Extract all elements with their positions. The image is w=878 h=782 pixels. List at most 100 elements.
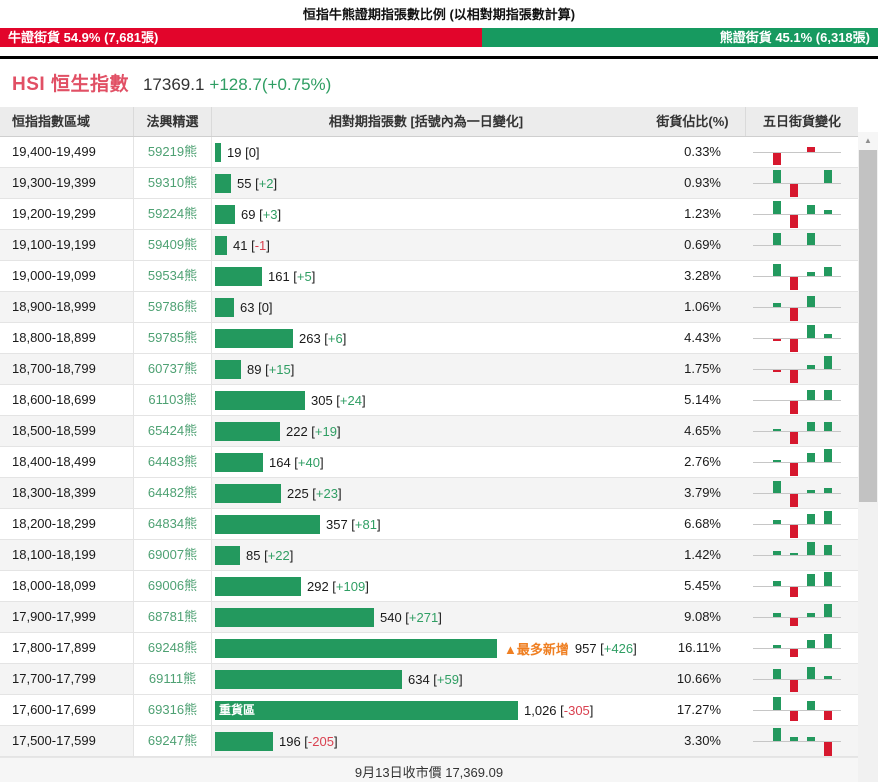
chart-baseline: [753, 338, 841, 339]
product-code-link[interactable]: 59409熊: [133, 230, 212, 260]
five-day-bar: [790, 401, 798, 414]
index-range-cell: 18,600-18,699: [12, 392, 96, 407]
product-code-link[interactable]: 59534熊: [133, 261, 212, 291]
product-code-link[interactable]: 69248熊: [133, 633, 212, 663]
index-range-cell: 17,600-17,699: [12, 702, 96, 717]
one-day-change: +59: [436, 671, 459, 687]
oi-bar: [215, 297, 234, 317]
product-code-link[interactable]: 69007熊: [133, 540, 212, 570]
five-day-chart: [745, 199, 858, 229]
chart-baseline: [753, 555, 841, 556]
five-day-chart: [745, 385, 858, 415]
oi-value-label: 634 [+59]: [408, 671, 463, 687]
oi-bar-cell: 19 [0]: [212, 137, 640, 167]
product-code-link[interactable]: 59310熊: [133, 168, 212, 198]
scroll-up-icon[interactable]: ▲: [858, 132, 878, 150]
product-code-link[interactable]: 69006熊: [133, 571, 212, 601]
oi-percent-cell: 0.93%: [684, 175, 721, 190]
one-day-change: +5: [296, 268, 312, 284]
product-code-link[interactable]: 64834熊: [133, 509, 212, 539]
index-range-cell: 17,900-17,999: [12, 609, 96, 624]
chart-baseline: [753, 710, 841, 711]
oi-percent-cell: 0.33%: [684, 144, 721, 159]
oi-bar-cell: 41 [-1]: [212, 230, 640, 260]
product-code-link[interactable]: 60737熊: [133, 354, 212, 384]
index-range-cell: 18,900-18,999: [12, 299, 96, 314]
five-day-bar: [824, 449, 832, 462]
chart-baseline: [753, 586, 841, 587]
five-day-bar: [807, 390, 815, 400]
bear-ratio-segment: 熊證街貨 45.1% (6,318張): [482, 28, 878, 47]
index-range-cell: 18,800-18,899: [12, 330, 96, 345]
oi-bar: [215, 607, 374, 627]
oi-value-label: 85 [+22]: [246, 547, 294, 563]
product-code-link[interactable]: 64483熊: [133, 447, 212, 477]
five-day-bar: [807, 205, 815, 214]
five-day-bar: [807, 453, 815, 462]
table-row: 17,500-17,599 69247熊 196 [-205] 3.30%: [0, 726, 858, 757]
index-range-cell: 17,500-17,599: [12, 733, 96, 748]
product-code-link[interactable]: 59219熊: [133, 137, 212, 167]
five-day-bar: [773, 645, 781, 648]
product-code-link[interactable]: 64482熊: [133, 478, 212, 508]
product-code-link[interactable]: 65424熊: [133, 416, 212, 446]
scrollbar[interactable]: ▲: [858, 132, 878, 782]
oi-value-label: 161 [+5]: [268, 268, 316, 284]
index-range-cell: 18,500-18,599: [12, 423, 96, 438]
five-day-bar: [824, 545, 832, 555]
one-day-change: 0: [248, 144, 256, 160]
product-code-link[interactable]: 59224熊: [133, 199, 212, 229]
five-day-bar: [773, 264, 781, 276]
five-day-bar: [773, 551, 781, 555]
table-row: 18,600-18,699 61103熊 305 [+24] 5.14%: [0, 385, 858, 416]
oi-bar-cell: 85 [+22]: [212, 540, 640, 570]
oi-value-label: 41 [-1]: [233, 237, 270, 253]
oi-percent-cell: 6.68%: [684, 516, 721, 531]
oi-percent-cell: 17.27%: [676, 702, 721, 717]
chart-baseline: [753, 152, 841, 153]
five-day-bar: [824, 711, 832, 720]
five-day-chart: [745, 447, 858, 477]
oi-bar: [215, 669, 402, 689]
table-row: 19,400-19,499 59219熊 19 [0] 0.33%: [0, 137, 858, 168]
oi-value-label: 19 [0]: [227, 144, 260, 160]
chart-baseline: [753, 431, 841, 432]
five-day-bar: [773, 669, 781, 679]
one-day-change: -205: [307, 733, 334, 749]
table-row: 18,400-18,499 64483熊 164 [+40] 2.76%: [0, 447, 858, 478]
index-change: +128.7(+0.75%): [209, 75, 332, 94]
product-code-link[interactable]: 69316熊: [133, 695, 212, 725]
product-code-link[interactable]: 69111熊: [133, 664, 212, 694]
oi-value-label: 196 [-205]: [279, 733, 338, 749]
oi-percent-cell: 0.69%: [684, 237, 721, 252]
five-day-bar: [824, 390, 832, 400]
oi-bar: [215, 266, 262, 286]
five-day-chart: [745, 509, 858, 539]
product-code-link[interactable]: 68781熊: [133, 602, 212, 632]
oi-bar: [215, 545, 240, 565]
five-day-bar: [790, 525, 798, 538]
index-range-cell: 19,400-19,499: [12, 144, 96, 159]
chart-baseline: [753, 648, 841, 649]
index-range-cell: 19,200-19,299: [12, 206, 96, 221]
index-name: HSI 恒生指數: [12, 74, 129, 95]
oi-bar: [215, 576, 301, 596]
table-row: 18,100-18,199 69007熊 85 [+22] 1.42%: [0, 540, 858, 571]
five-day-bar: [824, 511, 832, 524]
five-day-bar: [773, 370, 781, 372]
one-day-change: -305: [563, 702, 590, 718]
five-day-chart: [745, 602, 858, 632]
table-row: 19,200-19,299 59224熊 69 [+3] 1.23%: [0, 199, 858, 230]
one-day-change: +15: [268, 361, 291, 377]
oi-value-label: 55 [+2]: [237, 175, 278, 191]
product-code-link[interactable]: 69247熊: [133, 726, 212, 756]
five-day-bar: [773, 201, 781, 214]
product-code-link[interactable]: 59786熊: [133, 292, 212, 322]
index-range-cell: 18,000-18,099: [12, 578, 96, 593]
oi-percent-cell: 5.45%: [684, 578, 721, 593]
scrollbar-thumb[interactable]: [859, 150, 877, 502]
max-new-label: ▲最多新增: [504, 641, 569, 657]
product-code-link[interactable]: 61103熊: [133, 385, 212, 415]
product-code-link[interactable]: 59785熊: [133, 323, 212, 353]
col-header-oi-contracts: 相對期指張數 [括號內為一日變化]: [328, 114, 524, 129]
